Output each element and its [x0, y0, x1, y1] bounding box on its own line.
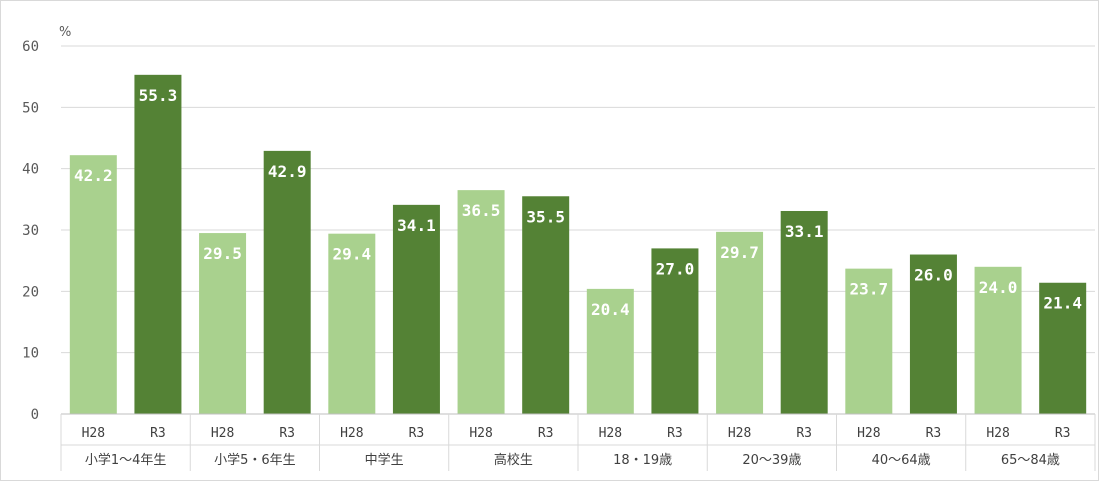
data-label: 55.3 [139, 86, 178, 105]
y-tick-label: 10 [22, 346, 39, 362]
category-label: 20～39歳 [742, 453, 801, 468]
series-tick-label: R3 [796, 426, 812, 441]
series-tick-label: H28 [469, 426, 492, 441]
category-label: 中学生 [365, 452, 404, 468]
series-tick-label: R3 [926, 426, 942, 441]
data-label: 23.7 [850, 280, 889, 299]
bar [457, 190, 505, 414]
bar [134, 74, 182, 415]
category-label: 40～64歳 [872, 453, 931, 468]
data-label: 21.4 [1043, 294, 1082, 313]
data-label: 42.2 [74, 166, 113, 185]
series-tick-label: R3 [409, 426, 425, 441]
y-tick-label: 50 [22, 100, 39, 116]
bar [974, 266, 1022, 414]
data-label: 33.1 [785, 222, 824, 241]
series-tick-label: H28 [82, 426, 105, 441]
y-unit-label: % [59, 25, 71, 40]
data-label: 35.5 [526, 207, 565, 226]
series-tick-label: H28 [599, 426, 622, 441]
category-label: 高校生 [494, 452, 533, 468]
bar [328, 233, 376, 414]
y-tick-label: 30 [22, 223, 39, 239]
data-label: 27.0 [656, 259, 695, 278]
data-label: 26.0 [914, 266, 953, 285]
series-tick-label: R3 [1055, 426, 1071, 441]
data-label: 29.5 [203, 244, 242, 263]
data-label: 20.4 [591, 300, 630, 319]
bars: 42.2 55.3 29.5 42.9 29.4 34.1 36.5 35.5 20.4 27.0… [69, 74, 1087, 415]
y-tick-label: 60 [22, 39, 39, 55]
series-tick-label: R3 [150, 426, 166, 441]
series-tick-label: R3 [279, 426, 295, 441]
bar [845, 268, 893, 414]
data-label: 29.4 [333, 245, 372, 264]
category-label: 小学5・6年生 [214, 452, 296, 468]
bar [522, 196, 570, 414]
series-tick-label: H28 [857, 426, 880, 441]
y-axis: 0 10 20 30 40 50 60 [22, 39, 39, 423]
bar [651, 248, 699, 414]
data-label: 42.9 [268, 162, 307, 181]
bar [780, 210, 828, 414]
bar [69, 155, 117, 414]
series-tick-label: H28 [728, 426, 751, 441]
y-tick-label: 40 [22, 162, 39, 178]
bar [263, 150, 311, 414]
data-label: 36.5 [462, 201, 501, 220]
y-tick-label: 20 [22, 284, 39, 300]
data-label: 24.0 [979, 278, 1018, 297]
category-label: 65～84歳 [1001, 453, 1060, 468]
category-label: 18・19歳 [613, 453, 672, 468]
data-label: 29.7 [720, 243, 759, 262]
bar [586, 288, 634, 414]
series-tick-label: R3 [667, 426, 683, 441]
series-tick-label: H28 [986, 426, 1009, 441]
bar [1039, 282, 1087, 414]
series-tick-label: H28 [340, 426, 363, 441]
series-tick-label: R3 [538, 426, 554, 441]
bar [199, 233, 247, 414]
bar [392, 204, 440, 414]
bar [716, 231, 764, 414]
bar [909, 254, 957, 414]
y-tick-label: 0 [31, 407, 39, 423]
category-label: 小学1～4年生 [85, 452, 167, 468]
data-label: 34.1 [397, 216, 436, 235]
series-tick-label: H28 [211, 426, 234, 441]
